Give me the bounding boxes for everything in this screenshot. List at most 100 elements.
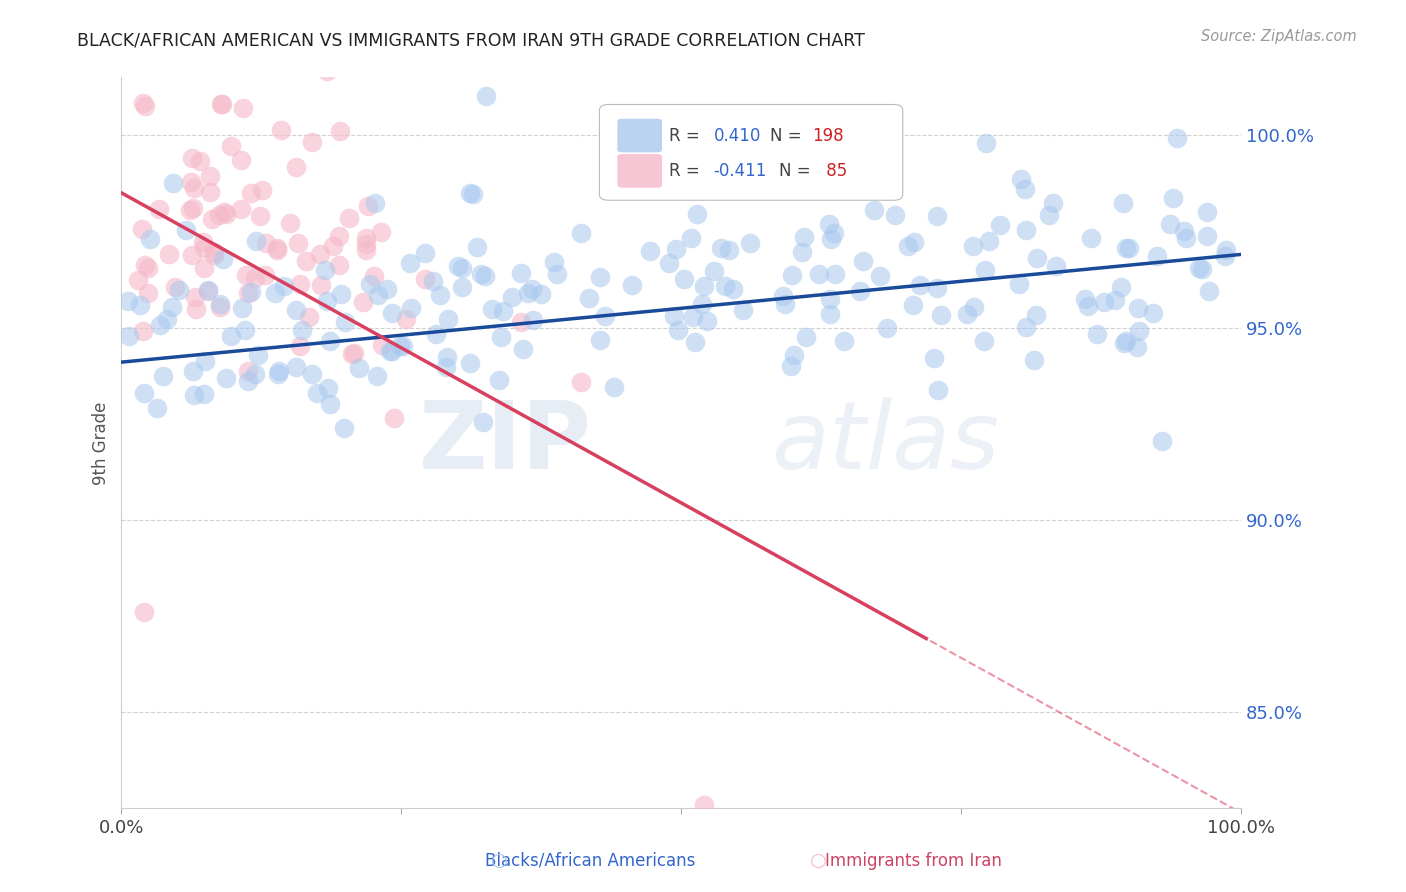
Point	[179, 202, 201, 217]
Point	[543, 255, 565, 269]
Point	[214, 371, 236, 385]
Point	[301, 367, 323, 381]
Point	[824, 268, 846, 282]
Point	[389, 339, 412, 353]
Point	[1074, 292, 1097, 306]
Point	[1042, 195, 1064, 210]
Text: ○: ○	[810, 851, 827, 870]
Point	[180, 248, 202, 262]
FancyBboxPatch shape	[617, 154, 662, 187]
Point	[922, 351, 945, 366]
Text: N =: N =	[779, 161, 815, 180]
Point	[392, 339, 415, 353]
Point	[134, 258, 156, 272]
Point	[132, 95, 155, 110]
Point	[1014, 182, 1036, 196]
Point	[1161, 191, 1184, 205]
Point	[233, 323, 256, 337]
Point	[794, 330, 817, 344]
Point	[145, 401, 167, 416]
Point	[219, 139, 242, 153]
Point	[832, 334, 855, 348]
Point	[1038, 208, 1060, 222]
Point	[357, 199, 380, 213]
Point	[467, 240, 489, 254]
Point	[254, 235, 277, 250]
Point	[620, 278, 643, 293]
Text: Blacks/African Americans: Blacks/African Americans	[485, 852, 696, 870]
Text: -0.411: -0.411	[714, 161, 766, 180]
Point	[1015, 223, 1038, 237]
Point	[285, 303, 308, 318]
Point	[738, 235, 761, 250]
Point	[298, 310, 321, 324]
Point	[235, 268, 257, 282]
Point	[603, 380, 626, 394]
Point	[666, 323, 689, 337]
Text: N =: N =	[769, 127, 807, 145]
Point	[162, 177, 184, 191]
Point	[315, 294, 337, 309]
Point	[311, 278, 333, 293]
Point	[434, 360, 457, 375]
Point	[167, 283, 190, 297]
Point	[569, 375, 592, 389]
Point	[318, 381, 340, 395]
Point	[679, 231, 702, 245]
Point	[509, 266, 531, 280]
Text: BLACK/AFRICAN AMERICAN VS IMMIGRANTS FROM IRAN 9TH GRADE CORRELATION CHART: BLACK/AFRICAN AMERICAN VS IMMIGRANTS FRO…	[77, 31, 865, 49]
Text: Source: ZipAtlas.com: Source: ZipAtlas.com	[1201, 29, 1357, 44]
Text: R =: R =	[669, 127, 704, 145]
Point	[717, 244, 740, 258]
Point	[278, 216, 301, 230]
Point	[381, 343, 404, 358]
Point	[1128, 324, 1150, 338]
Point	[665, 242, 688, 256]
Point	[364, 196, 387, 211]
Point	[149, 318, 172, 333]
Point	[779, 359, 801, 373]
Point	[962, 238, 984, 252]
Point	[208, 300, 231, 314]
Point	[470, 267, 492, 281]
Point	[517, 285, 540, 300]
Point	[395, 311, 418, 326]
Point	[197, 285, 219, 299]
Point	[180, 175, 202, 189]
Point	[314, 263, 336, 277]
Point	[929, 308, 952, 322]
Point	[240, 285, 263, 299]
Point	[783, 348, 806, 362]
Point	[319, 397, 342, 411]
Point	[1213, 249, 1236, 263]
Point	[132, 324, 155, 338]
Point	[818, 307, 841, 321]
Point	[1104, 293, 1126, 308]
Point	[1085, 327, 1108, 342]
Point	[472, 415, 495, 429]
Point	[1008, 277, 1031, 291]
Point	[413, 246, 436, 260]
Point	[869, 268, 891, 283]
Text: 198: 198	[813, 127, 844, 145]
Point	[818, 217, 841, 231]
Point	[399, 301, 422, 315]
Point	[367, 288, 389, 302]
Point	[134, 386, 156, 401]
Point	[266, 244, 288, 258]
Point	[117, 294, 139, 309]
Point	[903, 235, 925, 249]
Point	[315, 63, 337, 78]
Point	[793, 229, 815, 244]
Point	[343, 346, 366, 360]
FancyBboxPatch shape	[617, 119, 662, 153]
Point	[291, 322, 314, 336]
Point	[429, 288, 451, 302]
Point	[319, 334, 342, 349]
Point	[436, 350, 458, 364]
Point	[254, 268, 277, 282]
Point	[250, 184, 273, 198]
Point	[908, 277, 931, 292]
Point	[696, 314, 718, 328]
Point	[118, 328, 141, 343]
